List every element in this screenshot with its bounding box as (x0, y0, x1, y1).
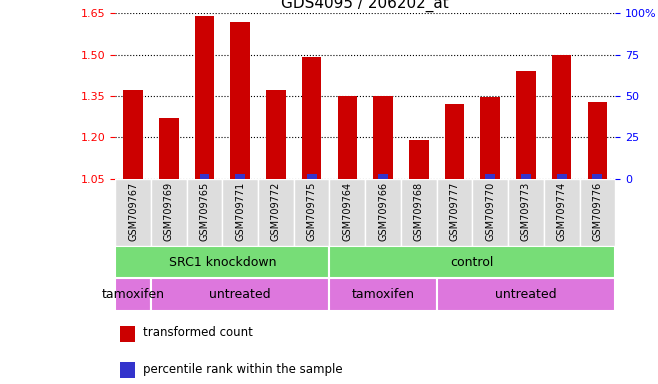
Bar (293, 179, 330, 246)
Bar (115, 246, 330, 278)
Bar (187, 179, 222, 246)
Bar (592, 174, 602, 179)
Bar (409, 140, 428, 179)
Text: GSM709772: GSM709772 (271, 182, 281, 241)
Bar (486, 174, 495, 179)
Bar (151, 278, 330, 311)
Bar (544, 179, 580, 246)
Bar (123, 91, 143, 179)
Bar (401, 179, 437, 246)
Bar (195, 16, 215, 179)
Bar (115, 278, 151, 311)
Title: GDS4095 / 206202_at: GDS4095 / 206202_at (282, 0, 449, 12)
Bar (373, 96, 393, 179)
Text: GSM709768: GSM709768 (414, 182, 424, 241)
Bar (330, 278, 437, 311)
Text: percentile rank within the sample: percentile rank within the sample (143, 363, 342, 376)
Bar (516, 71, 536, 179)
Bar (445, 104, 465, 179)
Bar (580, 179, 615, 246)
Text: untreated: untreated (495, 288, 557, 301)
Text: GSM709766: GSM709766 (378, 182, 388, 241)
Bar (230, 22, 250, 179)
Text: GSM709773: GSM709773 (521, 182, 531, 241)
Text: GSM709774: GSM709774 (557, 182, 567, 241)
Text: GSM709775: GSM709775 (307, 182, 316, 241)
Bar (115, 179, 151, 246)
Text: GSM709764: GSM709764 (342, 182, 352, 241)
Bar (338, 96, 357, 179)
Bar (480, 98, 500, 179)
Bar (330, 246, 615, 278)
Bar (588, 101, 607, 179)
Bar (552, 55, 571, 179)
Text: GSM709777: GSM709777 (449, 182, 459, 241)
Bar (437, 278, 615, 311)
Bar (302, 58, 321, 179)
Text: GSM709771: GSM709771 (235, 182, 245, 241)
Bar (222, 179, 258, 246)
Bar (378, 174, 388, 179)
Bar (159, 118, 178, 179)
Text: untreated: untreated (209, 288, 271, 301)
Bar (365, 179, 401, 246)
Text: tamoxifen: tamoxifen (351, 288, 415, 301)
Text: GSM709776: GSM709776 (592, 182, 602, 241)
Bar (472, 179, 508, 246)
Bar (258, 179, 293, 246)
Bar (437, 179, 472, 246)
Bar (266, 91, 286, 179)
Text: GSM709770: GSM709770 (485, 182, 495, 241)
Bar (120, 362, 135, 378)
Text: tamoxifen: tamoxifen (101, 288, 164, 301)
Bar (508, 179, 544, 246)
Bar (199, 174, 209, 179)
Bar (120, 326, 135, 342)
Text: GSM709767: GSM709767 (128, 182, 138, 241)
Bar (557, 174, 567, 179)
Bar (236, 174, 245, 179)
Bar (521, 174, 531, 179)
Text: transformed count: transformed count (143, 326, 253, 339)
Text: GSM709769: GSM709769 (164, 182, 174, 241)
Bar (330, 179, 365, 246)
Bar (151, 179, 187, 246)
Text: GSM709765: GSM709765 (199, 182, 209, 241)
Text: control: control (451, 256, 494, 268)
Bar (307, 174, 316, 179)
Text: SRC1 knockdown: SRC1 knockdown (168, 256, 276, 268)
